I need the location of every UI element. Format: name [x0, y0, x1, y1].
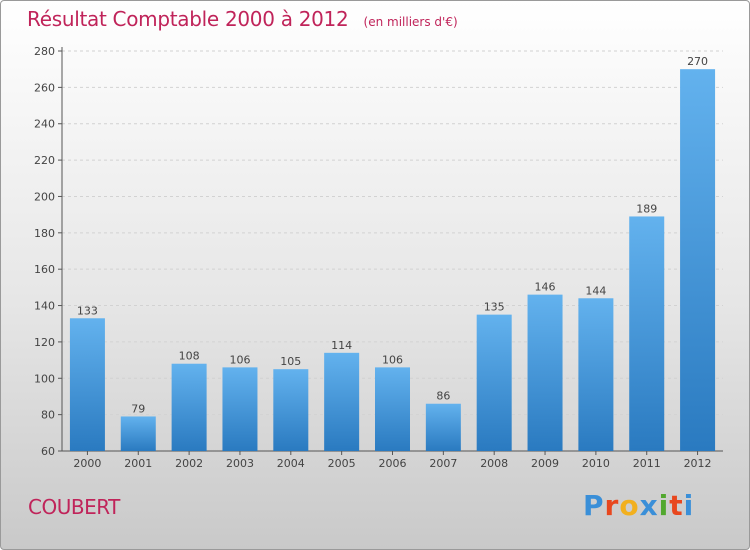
- x-tick-label: 2003: [226, 457, 254, 470]
- bar: [578, 298, 614, 451]
- logo-letter: i: [658, 489, 670, 522]
- logo-letter: o: [619, 489, 640, 522]
- bar: [69, 318, 105, 451]
- bar-value-label: 189: [636, 202, 657, 215]
- y-tick-label: 220: [34, 154, 55, 167]
- bar: [222, 367, 258, 451]
- bar-value-label: 108: [179, 350, 200, 363]
- y-tick-label: 140: [34, 300, 55, 313]
- logo-letter: t: [669, 489, 684, 522]
- bar: [476, 314, 512, 451]
- y-tick-label: 260: [34, 81, 55, 94]
- bar: [120, 416, 156, 451]
- bar: [527, 294, 563, 451]
- logo-letter: x: [639, 489, 659, 522]
- bar: [375, 367, 410, 451]
- y-tick-label: 240: [34, 118, 55, 131]
- y-tick-label: 80: [41, 409, 55, 422]
- x-tick-label: 2002: [175, 457, 203, 470]
- bar-value-label: 133: [77, 304, 98, 317]
- bar-value-label: 135: [484, 301, 505, 314]
- x-tick-label: 2005: [328, 457, 356, 470]
- x-tick-label: 2010: [582, 457, 610, 470]
- x-tick-label: 2000: [73, 457, 101, 470]
- bar: [425, 403, 461, 451]
- x-tick-label: 2012: [684, 457, 712, 470]
- x-tick-label: 2006: [379, 457, 407, 470]
- bar: [324, 352, 360, 451]
- logo-letter: i: [683, 489, 695, 522]
- bar: [273, 369, 309, 451]
- bar-value-label: 106: [229, 353, 250, 366]
- x-tick-label: 2001: [124, 457, 152, 470]
- bar-value-label: 146: [535, 281, 556, 294]
- x-tick-label: 2004: [277, 457, 305, 470]
- bar-value-label: 114: [331, 339, 352, 352]
- bar: [629, 216, 665, 451]
- y-tick-label: 60: [41, 445, 55, 458]
- bar-value-label: 79: [131, 402, 145, 415]
- bar-value-label: 144: [585, 284, 606, 297]
- chart-unit: (en milliers d'€): [363, 15, 458, 29]
- logo-letter: r: [604, 489, 620, 522]
- y-tick-label: 120: [34, 336, 55, 349]
- bar-value-label: 86: [436, 390, 450, 403]
- logo-letter: P: [583, 489, 605, 522]
- bar: [680, 69, 716, 451]
- x-tick-label: 2008: [480, 457, 508, 470]
- bar-value-label: 105: [280, 355, 301, 368]
- y-tick-label: 160: [34, 263, 55, 276]
- x-tick-label: 2009: [531, 457, 559, 470]
- x-tick-label: 2011: [633, 457, 661, 470]
- y-tick-label: 280: [34, 45, 55, 58]
- proxiti-logo: Proxiti: [583, 489, 694, 522]
- y-tick-label: 100: [34, 372, 55, 385]
- bar-value-label: 270: [687, 55, 708, 68]
- chart-title-row: Résultat Comptable 2000 à 2012 (en milli…: [27, 7, 458, 31]
- bar: [171, 363, 207, 451]
- bar-value-label: 106: [382, 353, 403, 366]
- y-tick-label: 200: [34, 190, 55, 203]
- commune-name: COUBERT: [28, 495, 120, 519]
- chart-title: Résultat Comptable 2000 à 2012: [27, 7, 349, 31]
- x-tick-label: 2007: [429, 457, 457, 470]
- y-tick-label: 180: [34, 227, 55, 240]
